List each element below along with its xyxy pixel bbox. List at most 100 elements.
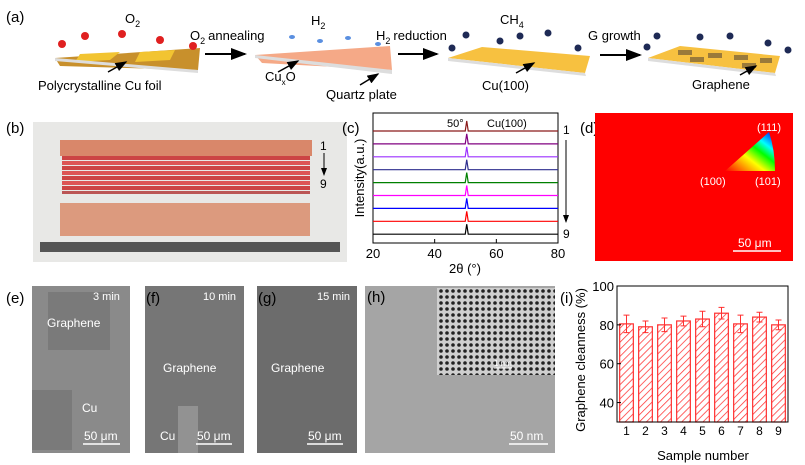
- hrtem-inset: [437, 288, 555, 375]
- inset-scale-label: 1 nm: [494, 359, 512, 368]
- o2-molecules: [58, 30, 197, 50]
- bar-sample-9: [771, 324, 786, 423]
- x-tick-label: 40: [427, 246, 441, 261]
- scale-bar-label: 50 μm: [84, 429, 118, 443]
- bar-sample-3: [657, 324, 672, 423]
- order-start: 1: [320, 139, 327, 153]
- cu-grain: [135, 50, 175, 62]
- scale-bar-label: 50 μm: [197, 429, 231, 443]
- scale-bar-label: 50 μm: [308, 429, 342, 443]
- panel-c: (c) 20 40 60 80 50° Cu(100) 1 9 2θ (°) Inte…: [342, 112, 570, 276]
- y-tick-label: 60: [600, 357, 614, 372]
- y-tick-label: 80: [600, 318, 614, 333]
- pointer-arrow: [359, 73, 380, 86]
- x-tick-label: 9: [775, 424, 782, 438]
- panel-label: (h): [367, 289, 385, 306]
- xrd-axes: [372, 112, 559, 244]
- x-tick-label: 20: [366, 246, 380, 261]
- error-bar: [642, 320, 649, 334]
- cu-grain: [75, 52, 120, 62]
- panel-a: (a) O2 Polycrystalline Cu foil O2 anneali…: [6, 9, 792, 102]
- xrd-trace-7: [373, 198, 558, 209]
- cu-label: Cu: [160, 429, 175, 443]
- quartz-plate: [448, 58, 586, 76]
- pointer-arrow: [515, 62, 536, 74]
- error-bar: [737, 314, 744, 334]
- xrd-trace-8: [373, 211, 558, 222]
- panel-b: (b) 1 9: [6, 120, 347, 262]
- ch4-molecules: [448, 29, 582, 52]
- ipf-101: (101): [755, 176, 781, 188]
- time-label: 15 min: [317, 291, 350, 303]
- pointer-arrow: [739, 65, 758, 76]
- y-tick-label: 40: [600, 396, 614, 411]
- error-bar: [680, 315, 687, 327]
- graphene-domain: [48, 292, 110, 350]
- error-bar: [718, 306, 725, 320]
- error-bar: [623, 314, 630, 334]
- y-tick-label: 100: [592, 279, 614, 294]
- bar-sample-7: [733, 323, 748, 423]
- pointer-arrow: [277, 60, 300, 73]
- error-bar: [775, 319, 782, 331]
- order-end: 9: [563, 227, 570, 241]
- x-tick-label: 60: [489, 246, 503, 261]
- x-axis-label: 2θ (°): [449, 261, 481, 276]
- order-start: 1: [563, 123, 570, 137]
- bar-sample-2: [638, 326, 653, 423]
- quartz-plate: [255, 55, 392, 74]
- step-h2-reduction: H2 reduction: [376, 28, 447, 46]
- step-o2-annealing: O2 annealing: [190, 28, 265, 46]
- bar-sample-8: [752, 316, 767, 423]
- panel-g: (g) 15 min Graphene 50 μm: [257, 286, 357, 453]
- panel-label: (c): [342, 120, 360, 137]
- cu100-label: Cu(100): [482, 78, 529, 93]
- panel-label: (a): [6, 9, 24, 26]
- cuxo-label: CuxO: [265, 69, 296, 87]
- error-bar: [661, 317, 668, 333]
- panel-label: (i): [560, 290, 573, 307]
- xrd-trace-3: [373, 146, 558, 158]
- plane-annotation: Cu(100): [487, 118, 527, 130]
- stacked-foils: [60, 140, 312, 194]
- step-g-growth: G growth: [588, 28, 641, 43]
- ruler: [40, 242, 340, 252]
- pointer-arrow: [107, 61, 128, 73]
- panel-label: (e): [6, 290, 24, 307]
- y-axis-label: Intensity(a.u.): [352, 139, 367, 218]
- x-tick-label: 1: [623, 424, 630, 438]
- foil-label: Polycrystalline Cu foil: [38, 78, 162, 93]
- graphene-label: Graphene: [692, 77, 750, 92]
- scale-bar-label: 50 μm: [738, 236, 772, 250]
- panel-f: (f) 10 min Graphene Cu 50 μm: [145, 286, 244, 453]
- bar-sample-1: [619, 323, 634, 423]
- xrd-trace-4: [373, 159, 558, 171]
- graphene-label: Graphene: [271, 361, 325, 375]
- panel-label: (f): [146, 290, 160, 307]
- scale-bar-label: 50 nm: [510, 429, 543, 443]
- h2-molecules: [289, 35, 381, 46]
- xrd-trace-5: [373, 172, 558, 184]
- x-tick-label: 7: [737, 424, 744, 438]
- single-cu-foil: [60, 203, 310, 236]
- bar-sample-6: [714, 312, 729, 423]
- ipf-100: (100): [700, 176, 726, 188]
- panel-label: (g): [258, 290, 276, 307]
- x-axis-label: Sample number: [657, 448, 749, 463]
- o2-label: O2: [125, 11, 140, 29]
- panel-e: (e) 3 min Graphene Cu 50 μm: [6, 286, 130, 453]
- bar-axes: [616, 285, 789, 423]
- quartz-plate: [648, 58, 776, 76]
- x-tick-label: 8: [756, 424, 763, 438]
- xrd-traces: [373, 120, 558, 235]
- ch4-molecules: [643, 32, 792, 54]
- xrd-trace-9: [373, 224, 558, 235]
- h2-label: H2: [311, 13, 325, 31]
- xrd-trace-6: [373, 185, 558, 197]
- x-tick-label: 4: [680, 424, 687, 438]
- sem-image: [257, 286, 357, 453]
- time-label: 3 min: [93, 291, 120, 303]
- peak-annotation: 50°: [447, 118, 464, 130]
